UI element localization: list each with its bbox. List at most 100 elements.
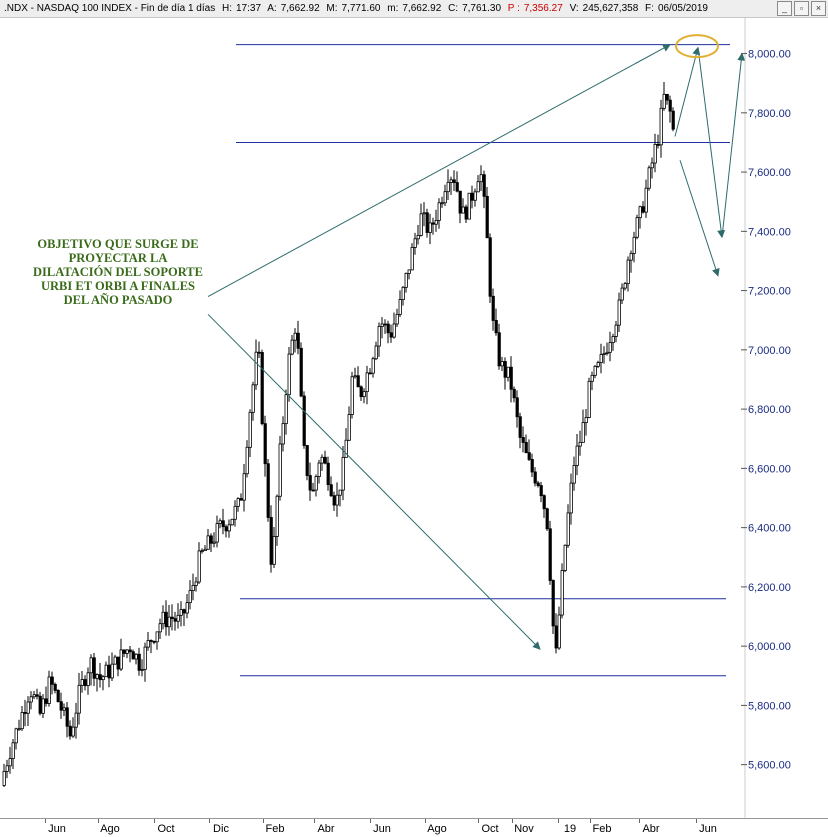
c-label: C: bbox=[448, 3, 459, 14]
candle-body bbox=[365, 372, 369, 393]
candle-body bbox=[101, 676, 105, 681]
candle-body bbox=[83, 679, 87, 687]
candle-body bbox=[53, 683, 57, 691]
candle-body bbox=[302, 395, 306, 446]
x-tick bbox=[45, 819, 46, 823]
candle-body bbox=[140, 668, 144, 671]
candle-body bbox=[167, 616, 171, 628]
chart-header: .NDX - NASDAQ 100 INDEX - Fin de día 1 d… bbox=[0, 0, 828, 18]
candle-body bbox=[446, 181, 450, 193]
candle-body bbox=[638, 206, 642, 219]
candle-body bbox=[95, 674, 99, 679]
candle-body bbox=[182, 609, 186, 614]
candle-body bbox=[548, 528, 552, 581]
candle-body bbox=[68, 725, 72, 737]
candle-body bbox=[260, 352, 264, 425]
y-tick-label: 6,000.00 bbox=[748, 641, 791, 653]
candle-body bbox=[194, 581, 198, 586]
candle-body bbox=[407, 269, 411, 274]
y-tick-label: 5,800.00 bbox=[748, 700, 791, 712]
candle-body bbox=[215, 523, 219, 543]
projection-arrow bbox=[679, 160, 720, 277]
candle-body bbox=[272, 536, 276, 565]
candle-body bbox=[29, 696, 33, 703]
candle-body bbox=[320, 456, 324, 464]
candle-body bbox=[380, 323, 384, 327]
candle-body bbox=[362, 391, 366, 398]
candle-body bbox=[143, 646, 147, 670]
candle-body bbox=[14, 728, 18, 744]
candle-body bbox=[71, 726, 75, 737]
candle-body bbox=[326, 462, 330, 486]
projection-arrows bbox=[207, 34, 746, 650]
candle-body bbox=[8, 758, 12, 767]
candle-body bbox=[338, 489, 342, 496]
candle-body bbox=[263, 423, 267, 465]
candle-body bbox=[500, 361, 504, 367]
m-value: 7,771.60 bbox=[341, 3, 381, 14]
candle-body bbox=[44, 698, 48, 704]
a-label: A: bbox=[267, 3, 277, 14]
x-tick bbox=[639, 819, 640, 823]
candle-body bbox=[158, 623, 162, 633]
close-icon[interactable]: × bbox=[811, 1, 826, 16]
candle-series bbox=[2, 81, 675, 787]
candle-body bbox=[38, 695, 42, 714]
candle-body bbox=[200, 550, 204, 553]
candle-body bbox=[323, 456, 327, 464]
candle-body bbox=[305, 445, 309, 476]
candle-body bbox=[620, 287, 624, 301]
candle-body bbox=[398, 299, 402, 315]
candle-body bbox=[464, 206, 468, 220]
candle-body bbox=[656, 143, 660, 146]
candle-body bbox=[314, 476, 318, 491]
candle-body bbox=[611, 336, 615, 344]
candle-body bbox=[536, 482, 540, 486]
candle-body bbox=[269, 517, 273, 565]
candle-body bbox=[188, 590, 192, 604]
candle-body bbox=[74, 712, 78, 728]
candle-body bbox=[173, 618, 177, 622]
candle-body bbox=[641, 206, 645, 213]
candle-body bbox=[299, 347, 303, 397]
candle-body bbox=[419, 213, 423, 236]
projection-arrow bbox=[674, 46, 701, 137]
y-axis-labels: 5,600.00 5,800.00 6,000.00 6,200.00 6,400.00… bbox=[741, 18, 791, 818]
candle-body bbox=[440, 202, 444, 205]
mn-label: m: bbox=[387, 3, 399, 14]
x-tick bbox=[98, 819, 99, 823]
candle-body bbox=[26, 701, 30, 714]
candle-body bbox=[545, 508, 549, 530]
candle-body bbox=[614, 324, 618, 337]
annotation-arrow bbox=[207, 313, 541, 650]
candle-body bbox=[20, 712, 24, 730]
x-tick bbox=[263, 819, 264, 823]
c-value: 7,761.30 bbox=[462, 3, 502, 14]
candle-body bbox=[221, 520, 225, 528]
candle-body bbox=[32, 694, 36, 698]
y-tick-label: 7,800.00 bbox=[748, 108, 791, 120]
x-tick bbox=[696, 819, 697, 823]
restore-icon[interactable]: ▫ bbox=[794, 1, 809, 16]
minimize-icon[interactable]: _ bbox=[777, 1, 792, 16]
h-label: H: bbox=[221, 3, 232, 14]
candle-body bbox=[11, 742, 15, 759]
candle-body bbox=[23, 712, 27, 714]
candle-body bbox=[296, 332, 300, 349]
y-tick-label: 7,600.00 bbox=[748, 167, 791, 179]
candle-body bbox=[665, 93, 669, 101]
candle-body bbox=[332, 495, 336, 506]
candle-body bbox=[149, 640, 153, 642]
candle-body bbox=[35, 694, 39, 697]
candle-body bbox=[62, 707, 66, 711]
candle-body bbox=[560, 570, 564, 616]
candle-body bbox=[413, 238, 417, 248]
candle-body bbox=[164, 611, 168, 628]
x-tick-label: Oct bbox=[157, 823, 175, 835]
a-value: 7,662.92 bbox=[280, 3, 320, 14]
candle-body bbox=[146, 640, 150, 648]
candle-body bbox=[179, 609, 183, 616]
candle-body bbox=[554, 625, 558, 649]
candle-body bbox=[455, 182, 459, 192]
candle-body bbox=[368, 372, 372, 375]
